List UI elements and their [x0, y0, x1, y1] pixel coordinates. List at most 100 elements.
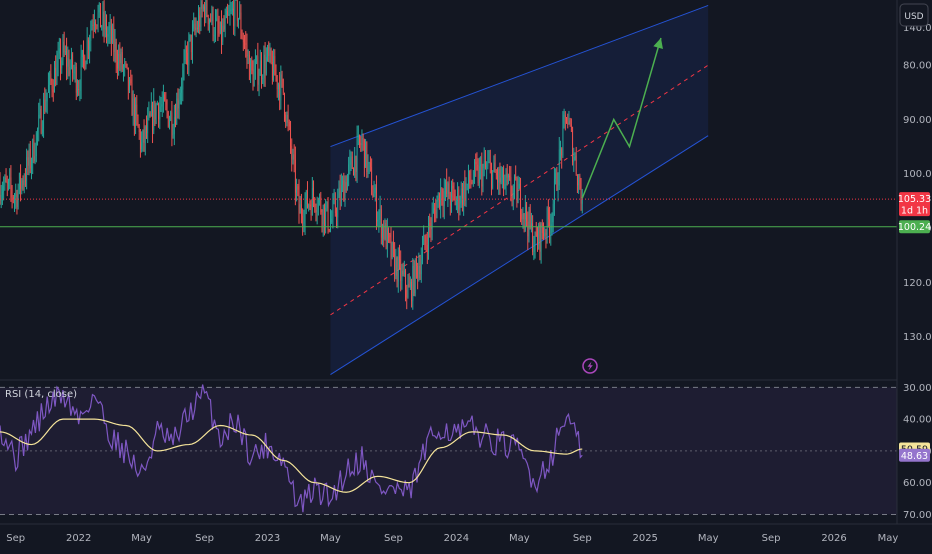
- candle: [95, 19, 96, 33]
- time-label: 2026: [821, 533, 846, 544]
- candle: [72, 52, 73, 82]
- candle: [451, 181, 452, 213]
- candle: [98, 5, 99, 32]
- candle: [197, 21, 198, 33]
- candle: [391, 227, 392, 267]
- candle: [192, 20, 193, 64]
- candle: [222, 18, 223, 45]
- candle: [404, 261, 405, 277]
- candle: [497, 167, 498, 189]
- candle: [88, 37, 89, 59]
- candle: [359, 135, 360, 148]
- candle: [398, 247, 399, 292]
- candle: [239, 1, 240, 19]
- candle: [78, 80, 79, 96]
- candle: [521, 209, 522, 225]
- candle: [17, 190, 18, 215]
- candle: [288, 105, 289, 132]
- candle: [50, 64, 51, 85]
- candle: [490, 150, 491, 174]
- candle: [118, 44, 119, 75]
- rsi-pane[interactable]: RSI (14, close): [0, 385, 897, 515]
- candle: [184, 49, 185, 80]
- candle: [127, 64, 128, 70]
- candle: [560, 141, 561, 161]
- candle: [278, 83, 279, 101]
- candle: [80, 79, 81, 101]
- candle: [446, 168, 447, 197]
- candle: [313, 180, 314, 207]
- candle: [345, 175, 346, 207]
- candle: [299, 179, 300, 224]
- candle: [188, 32, 189, 76]
- candle: [290, 121, 291, 154]
- candle: [265, 42, 266, 87]
- candle: [577, 174, 578, 193]
- candle: [489, 150, 490, 163]
- candle: [21, 178, 22, 194]
- time-label: Sep: [384, 533, 403, 544]
- rsi-tick-label: 40.00: [903, 415, 932, 426]
- candle: [12, 185, 13, 208]
- candle: [530, 204, 531, 229]
- rsi-title[interactable]: RSI (14, close): [5, 389, 77, 400]
- candle: [572, 127, 573, 166]
- candle: [121, 48, 122, 72]
- candle: [145, 125, 146, 155]
- candle: [272, 51, 273, 85]
- candle: [479, 158, 480, 189]
- price-tick-label: 100.00: [903, 169, 932, 180]
- price-tick-label: 120.00: [903, 278, 932, 289]
- candle: [526, 202, 527, 226]
- candle: [59, 38, 60, 59]
- time-label: May: [509, 533, 530, 544]
- candle: [41, 106, 42, 135]
- candle: [205, 0, 206, 23]
- candle: [285, 112, 286, 128]
- candle: [565, 111, 566, 130]
- candle: [122, 47, 123, 72]
- candle: [415, 258, 416, 296]
- candle: [537, 227, 538, 252]
- time-label: Sep: [762, 533, 781, 544]
- candle: [437, 195, 438, 218]
- candle: [179, 89, 180, 120]
- candle: [249, 51, 250, 80]
- candle: [111, 19, 112, 56]
- candle: [579, 174, 580, 190]
- candle: [409, 273, 410, 287]
- candle: [566, 117, 567, 124]
- candle: [6, 168, 7, 183]
- candle: [279, 72, 280, 110]
- candle: [195, 17, 196, 35]
- price-scale[interactable]: 140.00 130.00120.00110.00100.0090.0080.0…: [897, 0, 932, 524]
- candle: [220, 21, 221, 34]
- candle: [191, 34, 192, 59]
- candle: [383, 220, 384, 247]
- candle: [133, 90, 134, 125]
- candle: [417, 263, 418, 289]
- candle: [330, 209, 331, 232]
- candle: [486, 161, 487, 179]
- candle: [405, 269, 406, 302]
- candle: [248, 49, 249, 64]
- currency-button[interactable]: USD: [900, 4, 928, 26]
- candle: [439, 192, 440, 209]
- candle: [535, 231, 536, 258]
- candle: [416, 256, 417, 279]
- candle: [273, 49, 274, 82]
- candle: [44, 87, 45, 114]
- candle: [471, 169, 472, 188]
- candle: [418, 253, 419, 282]
- candle: [18, 184, 19, 210]
- candle: [64, 32, 65, 57]
- candle: [553, 199, 554, 232]
- candle: [43, 93, 44, 138]
- candle: [478, 158, 479, 186]
- candle: [473, 170, 474, 187]
- candle: [27, 150, 28, 175]
- candle: [106, 14, 107, 43]
